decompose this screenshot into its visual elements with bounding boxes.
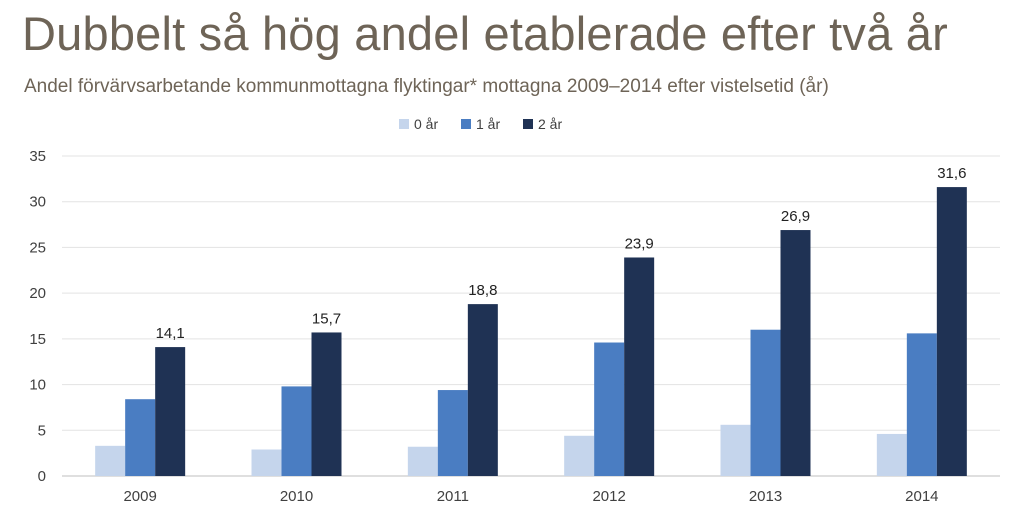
y-tick-label: 10 (29, 377, 46, 394)
bar-2-ar (936, 187, 967, 477)
data-label: 15,7 (312, 310, 341, 327)
bar-2-ar (780, 230, 811, 476)
y-tick-label: 35 (29, 148, 46, 165)
bar-0-ar (251, 449, 282, 476)
legend-swatch (461, 119, 471, 129)
bar-0-ar (407, 446, 438, 476)
x-tick-label: 2012 (592, 488, 625, 505)
data-label: 23,9 (625, 235, 654, 252)
bar-2-ar (155, 347, 186, 476)
bar-1-ar (750, 329, 781, 476)
x-tick-label: 2009 (123, 488, 156, 505)
y-tick-label: 25 (29, 239, 46, 256)
data-label: 31,6 (937, 165, 966, 182)
legend-swatch (523, 119, 533, 129)
x-tick-label: 2013 (749, 488, 782, 505)
y-tick-label: 15 (29, 331, 46, 348)
chart-subtitle: Andel förvärvsarbetande kommunmottagna f… (24, 76, 829, 97)
data-label: 14,1 (156, 325, 185, 342)
x-tick-label: 2010 (280, 488, 313, 505)
bar-0-ar (564, 435, 595, 476)
bar-2-ar (467, 304, 498, 476)
bar-0-ar (876, 433, 907, 476)
legend-label: 0 år (414, 116, 438, 132)
bar-2-ar (624, 257, 655, 476)
legend-swatch (399, 119, 409, 129)
bar-2-ar (311, 332, 342, 476)
y-tick-label: 5 (38, 422, 46, 439)
bar-1-ar (437, 390, 468, 476)
bar-1-ar (906, 333, 937, 476)
legend-label: 1 år (476, 116, 500, 132)
bar-1-ar (594, 342, 625, 476)
data-label: 26,9 (781, 208, 810, 225)
y-tick-label: 20 (29, 285, 46, 302)
bar-1-ar (281, 386, 312, 476)
y-tick-label: 0 (38, 468, 46, 485)
bar-0-ar (720, 424, 751, 476)
data-label: 18,8 (468, 282, 497, 299)
x-tick-label: 2014 (905, 488, 938, 505)
bar-1-ar (125, 399, 156, 476)
x-tick-label: 2011 (437, 488, 469, 505)
y-tick-label: 30 (29, 194, 46, 211)
legend-label: 2 år (538, 116, 562, 132)
bar-0-ar (95, 445, 126, 476)
chart-title: Dubbelt så hög andel etablerade efter tv… (22, 7, 948, 60)
